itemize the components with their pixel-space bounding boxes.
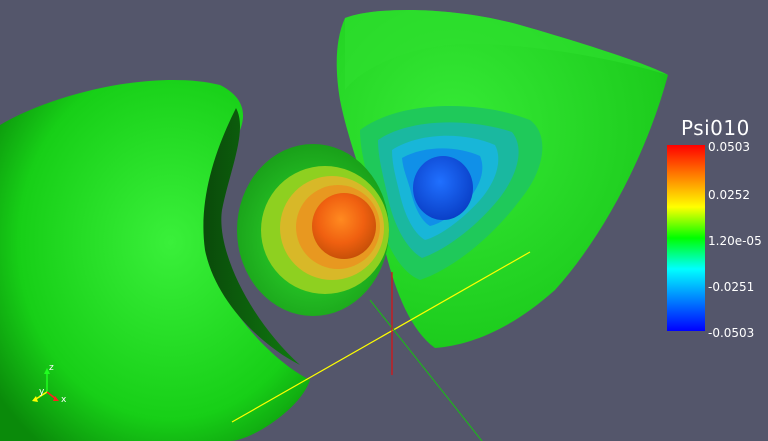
orientation-axes xyxy=(32,368,59,402)
axis-label-y: y xyxy=(39,387,45,397)
axis-label-x: x xyxy=(61,395,67,405)
scalar-bar-gradient xyxy=(667,145,705,331)
axis-line-y xyxy=(369,299,483,441)
right-lobe-shell-edge xyxy=(345,9,668,91)
scalar-bar-label-max: 0.0503 xyxy=(708,140,750,154)
orange-positive-core xyxy=(312,193,376,259)
axis-label-z: z xyxy=(49,363,54,373)
scalar-bar-label-upper: 0.0252 xyxy=(708,188,750,202)
left-outer-lobe xyxy=(0,79,310,441)
left-lobe-inner-shadow xyxy=(203,108,300,365)
scalar-bar-label-lower: -0.0251 xyxy=(708,280,755,294)
blue-negative-core xyxy=(413,156,473,220)
scalar-bar-title: Psi010 xyxy=(681,116,750,140)
axis-line-x xyxy=(231,251,531,423)
scalar-bar-label-mid: 1.20e-05 xyxy=(708,234,762,248)
scalar-bar-label-min: -0.0503 xyxy=(708,326,755,340)
